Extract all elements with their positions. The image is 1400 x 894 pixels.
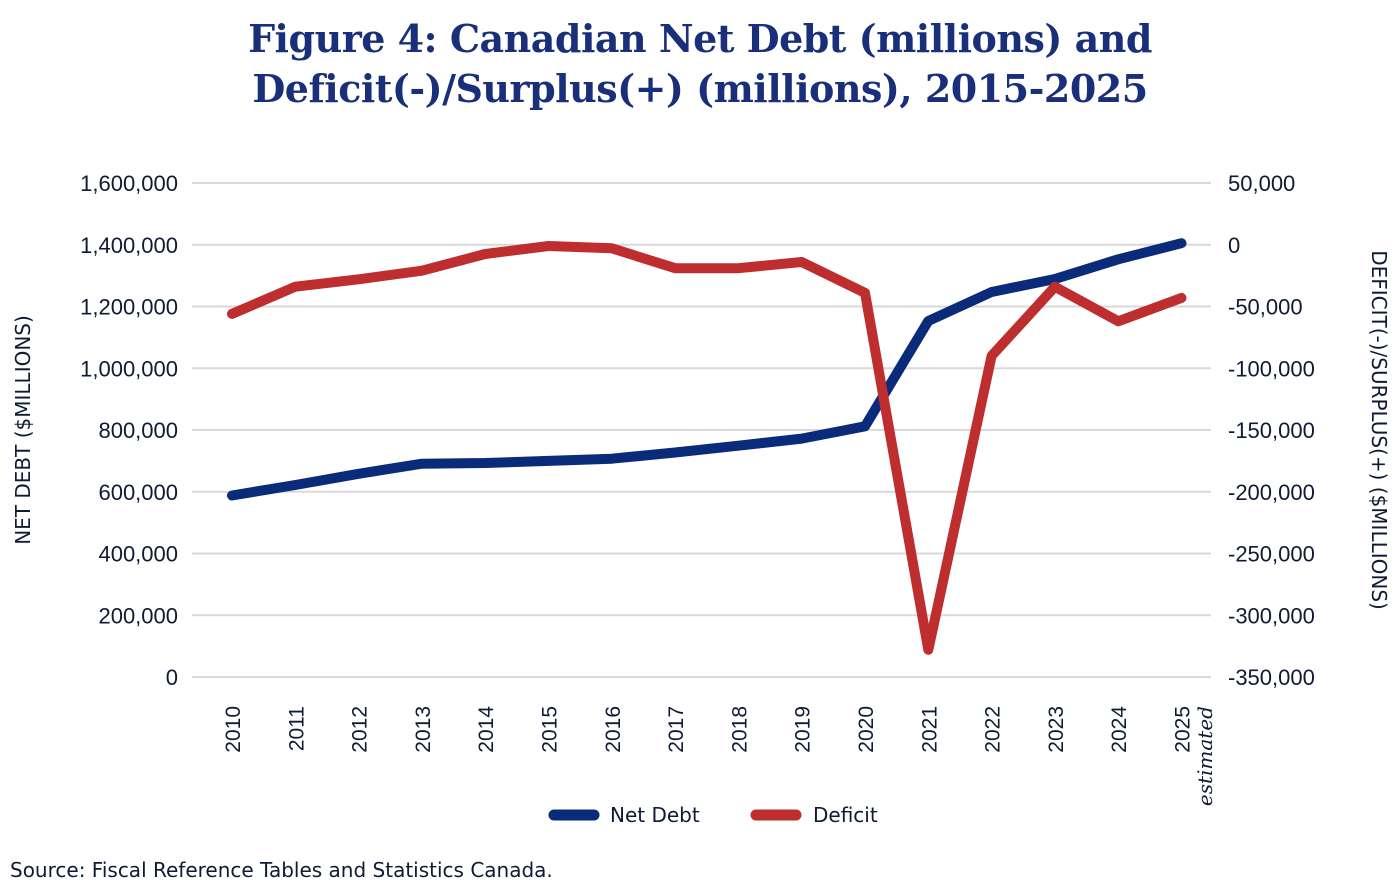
left-tick-label: 1,600,000 [80,171,178,196]
data-point-net-debt [801,438,802,439]
data-point-net-debt [1118,259,1119,260]
data-point-net-debt [738,445,739,446]
data-point-net-debt [358,473,359,474]
right-axis-ticks: -350,000 -300,000 -250,000 -200,000 -150,000… [1228,171,1315,690]
x-tick-label: 2017 [665,706,688,753]
data-point-deficit [801,262,802,263]
data-point-deficit [1118,321,1119,322]
right-tick-label: -150,000 [1228,418,1315,443]
x-tick-label: 2010 [222,706,245,753]
data-point-net-debt [295,484,296,485]
source-note: Source: Fiscal Reference Tables and Stat… [10,858,553,882]
data-point-deficit [1054,286,1055,287]
x-tick-label: 2019 [792,706,815,753]
data-point-deficit [1181,297,1182,298]
series-line-deficit [227,241,1187,655]
legend-item-net-debt[interactable]: Net Debt [548,803,700,827]
gridlines [192,182,1211,678]
legend-label-deficit: Deficit [813,803,878,827]
data-point-net-debt [675,452,676,453]
estimated-annotation: estimated [1193,706,1217,806]
chart-title-line-1: Figure 4: Canadian Net Debt (millions) a… [248,16,1152,61]
chart-title: Figure 4: Canadian Net Debt (millions) a… [0,14,1400,114]
x-tick-label: 2021 [918,706,941,753]
data-point-deficit [232,313,233,314]
data-point-net-debt [928,321,929,322]
x-tick-label: 2015 [539,706,562,753]
x-tick-label: 2013 [412,706,435,753]
chart-title-line-2: Deficit(-)/Surplus(+) (millions), 2015-2… [252,66,1148,111]
data-point-net-debt [1054,279,1055,280]
x-tick-label: 2024 [1108,706,1131,753]
legend-item-deficit[interactable]: Deficit [750,803,878,827]
x-tick-label: 2018 [728,706,751,753]
data-point-deficit [421,270,422,271]
left-tick-label: 800,000 [98,418,178,443]
data-point-net-debt [421,463,422,464]
data-point-deficit [738,268,739,269]
right-axis-label: DEFICIT(-)/SURPLUS(+) ($MILLIONS) [1367,250,1391,610]
right-tick-label: -100,000 [1228,356,1315,381]
right-tick-label: 50,000 [1228,171,1295,196]
left-tick-label: 400,000 [98,542,178,567]
right-tick-label: -50,000 [1228,295,1303,320]
data-point-deficit [485,254,486,255]
x-tick-label: 2012 [349,706,372,753]
left-axis-label: NET DEBT ($MILLIONS) [11,315,35,545]
data-point-net-debt [232,495,233,496]
data-point-deficit [358,279,359,280]
data-point-deficit [928,649,929,650]
data-point-net-debt [1181,243,1182,244]
data-point-net-debt [991,291,992,292]
right-tick-label: -250,000 [1228,542,1315,567]
left-axis-ticks: 0 200,000 400,000 600,000 800,000 1,000,000 1,… [80,171,178,690]
right-tick-label: -350,000 [1228,665,1315,690]
data-point-deficit [548,245,549,246]
series-line-net-debt [227,238,1187,501]
left-tick-label: 200,000 [98,603,178,628]
data-point-net-debt [865,426,866,427]
data-point-deficit [991,355,992,356]
x-axis-ticks: 2010 2011 2012 2013 2014 2015 2016 2017 2018 2019… [222,706,1195,753]
data-point-net-debt [485,463,486,464]
x-tick-label: 2023 [1045,706,1068,753]
left-tick-label: 1,400,000 [80,233,178,258]
right-tick-label: -300,000 [1228,603,1315,628]
left-tick-label: 1,200,000 [80,295,178,320]
data-point-deficit [611,248,612,249]
x-tick-label: 2025 [1172,706,1195,753]
left-tick-label: 1,000,000 [80,356,178,381]
x-tick-label: 2022 [982,706,1005,753]
x-tick-label: 2014 [475,706,498,753]
x-tick-label: 2020 [855,706,878,753]
legend: Net Debt Deficit [548,803,878,827]
right-tick-label: -200,000 [1228,480,1315,505]
right-tick-label: 0 [1228,233,1240,258]
legend-label-net-debt: Net Debt [610,803,700,827]
data-point-deficit [865,292,866,293]
data-point-net-debt [548,460,549,461]
left-tick-label: 0 [166,665,178,690]
data-point-net-debt [611,458,612,459]
data-point-deficit [675,268,676,269]
data-point-deficit [295,286,296,287]
x-tick-label: 2016 [602,706,625,753]
x-tick-label: 2011 [285,706,308,751]
left-tick-label: 600,000 [98,480,178,505]
series-lines [227,238,1187,655]
